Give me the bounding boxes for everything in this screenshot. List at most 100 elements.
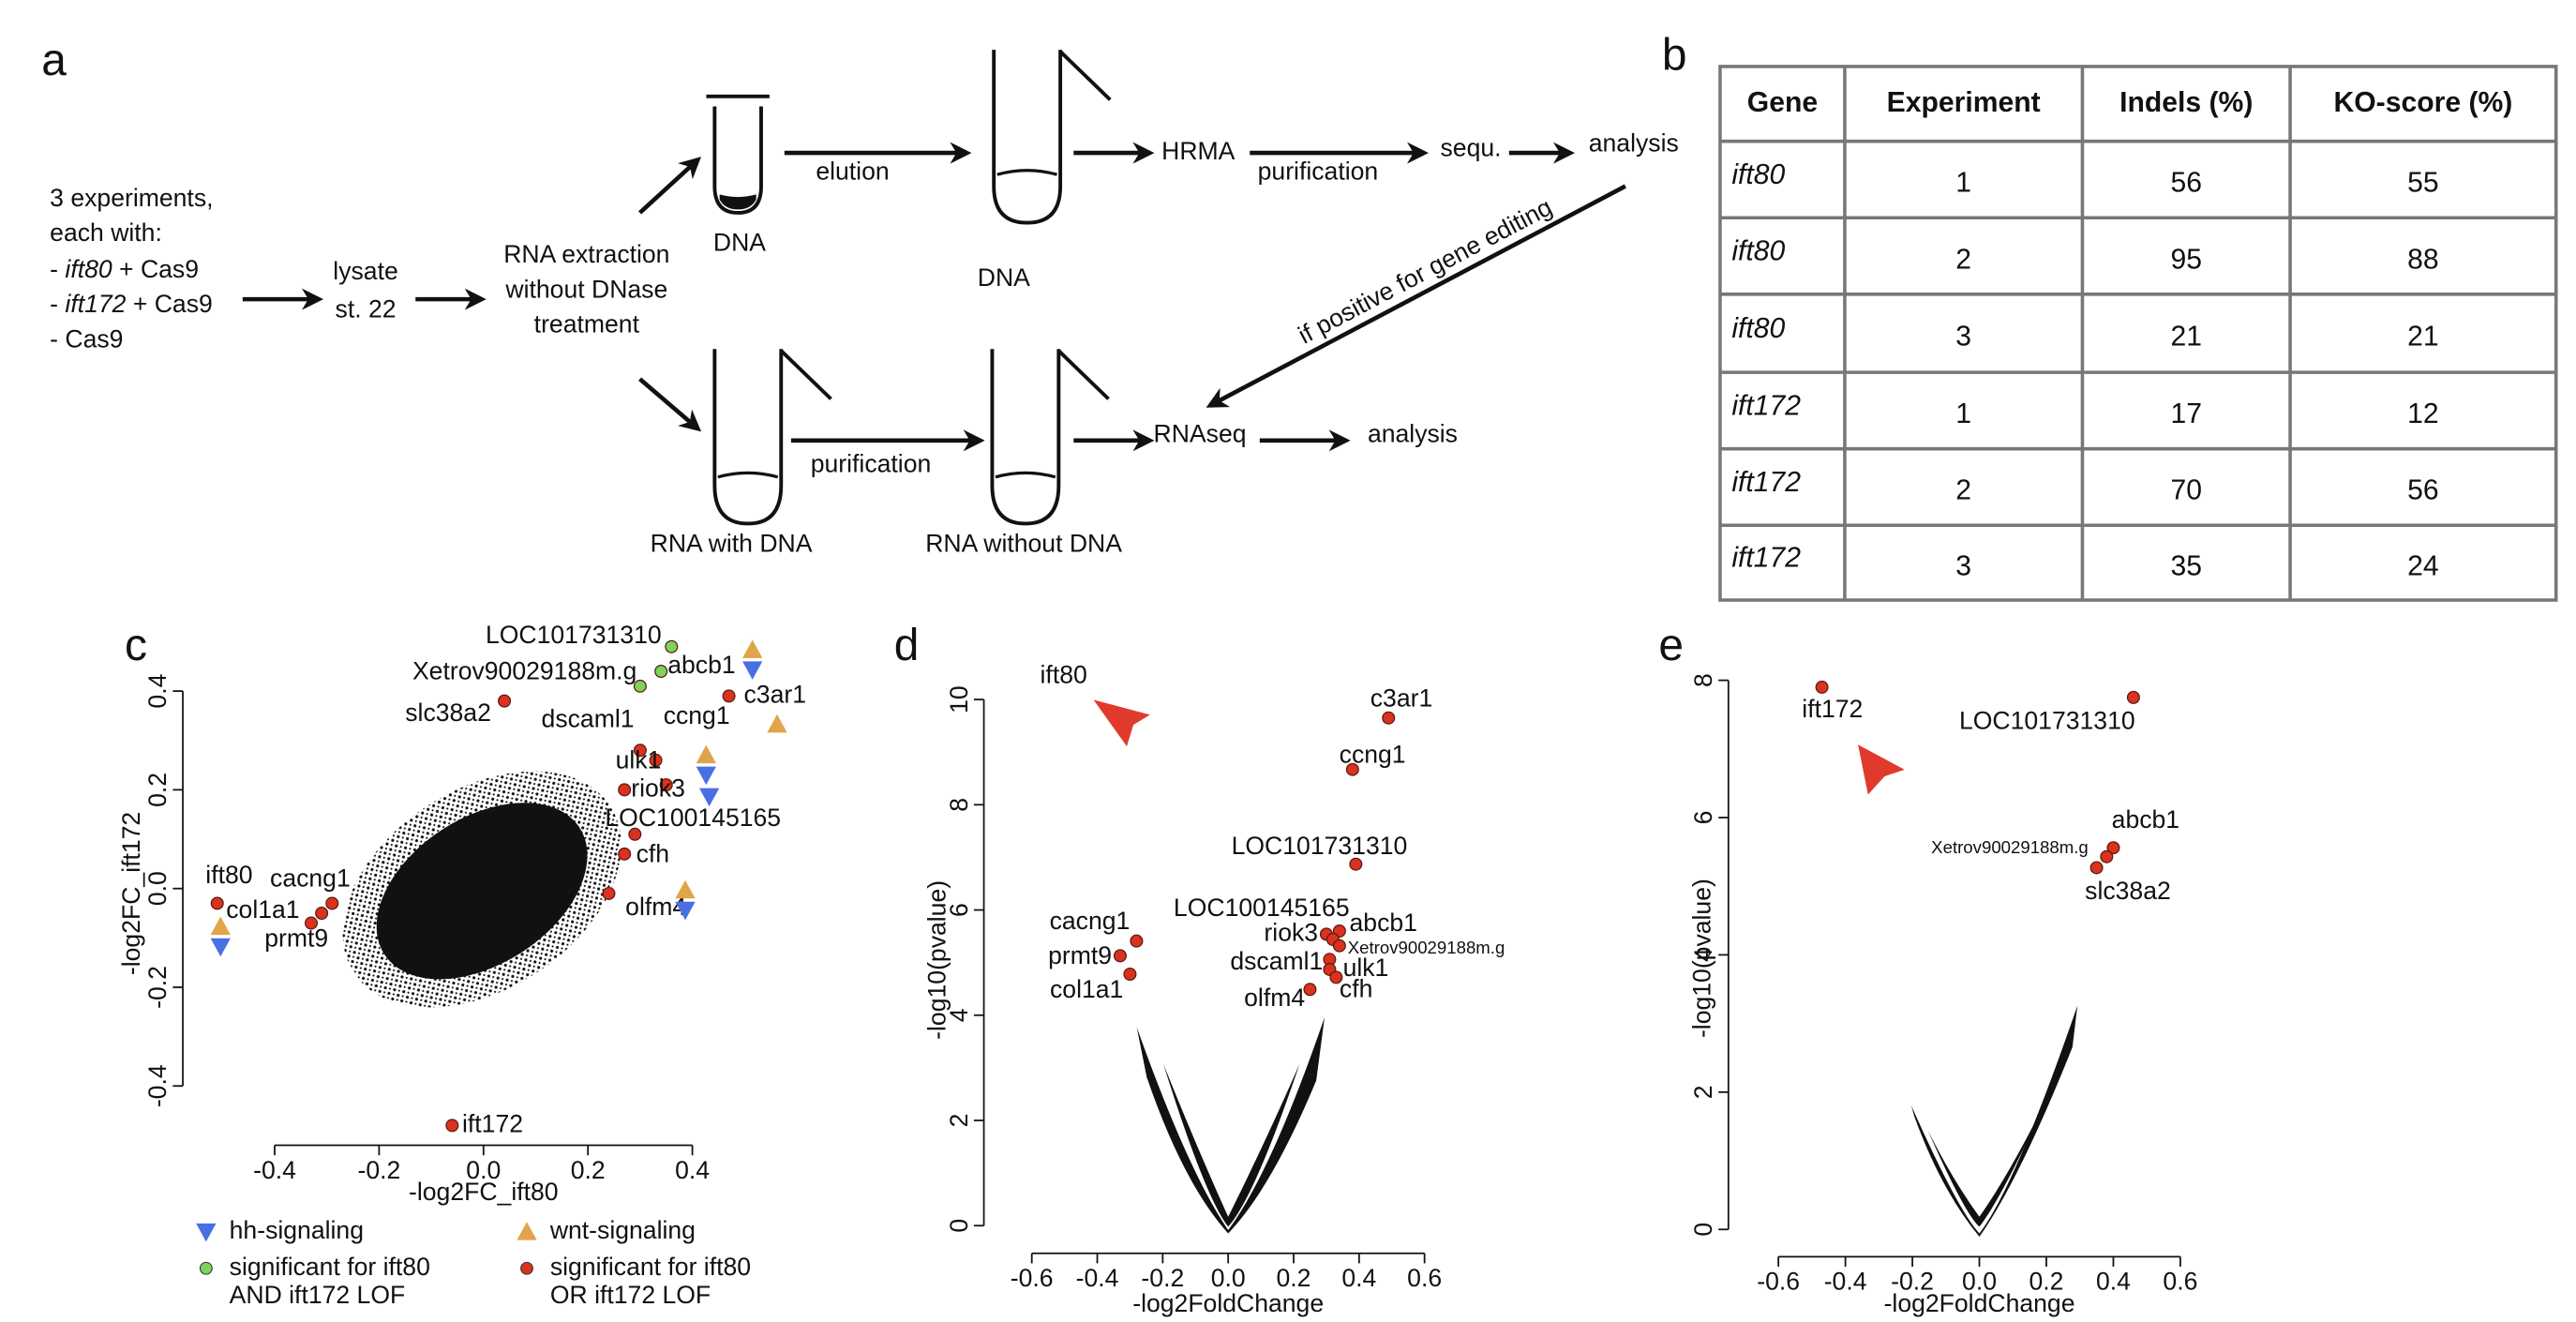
column-header: Indels (%): [2119, 87, 2253, 118]
x-tick-label: -0.4: [1076, 1264, 1119, 1292]
panel-label: d: [894, 621, 920, 670]
tube: [712, 106, 763, 215]
x-tick-label: -0.6: [1757, 1268, 1800, 1296]
x-tick-label: -0.4: [253, 1156, 296, 1184]
column-header: KO-score (%): [2333, 87, 2512, 118]
step-label: elution: [816, 157, 889, 185]
point: [633, 679, 647, 693]
point-label: Xetrov90029188m.g: [412, 657, 637, 685]
wnt-marker: [675, 879, 696, 899]
legend-label: wnt-signaling: [549, 1216, 696, 1244]
table-cell: 21: [2170, 322, 2202, 353]
point-label: LOC101731310: [1232, 832, 1408, 860]
legend-label: AND ift172 LOF: [230, 1281, 406, 1309]
condition-gene: ift172: [65, 290, 126, 318]
point: [2100, 849, 2114, 864]
point: [628, 827, 642, 841]
legend-label: hh-signaling: [230, 1216, 364, 1244]
legend-label: significant for ift80: [550, 1253, 751, 1281]
condition-suffix: + Cas9: [126, 290, 212, 318]
point-label: slc38a2: [405, 699, 491, 727]
table-cell: 1: [1955, 168, 1971, 199]
point: [2106, 841, 2120, 855]
arrow: [638, 377, 702, 432]
step-label: treatment: [534, 310, 640, 338]
point: [654, 665, 668, 679]
x-tick-label: 0.6: [1407, 1264, 1442, 1292]
point: [665, 639, 679, 653]
point-label: ccng1: [1340, 741, 1406, 769]
point: [602, 886, 616, 900]
point-label: dscaml1: [542, 704, 635, 732]
step-label: sequ.: [1441, 134, 1502, 162]
x-tick-label: 0.0: [1211, 1264, 1246, 1292]
step-label: HRMA: [1161, 137, 1236, 165]
gene-cell: ift80: [1731, 313, 1785, 344]
point-label: abcb1: [1350, 909, 1417, 937]
point-label: LOC101731310: [1959, 707, 2135, 735]
y-tick-label: 0: [945, 1219, 973, 1233]
condition-suffix: + Cas9: [112, 255, 199, 283]
point-label: cfh: [1340, 975, 1372, 1003]
x-tick-label: 0.4: [1341, 1264, 1376, 1292]
wnt-marker: [767, 714, 787, 733]
point: [618, 783, 632, 797]
y-tick-label: 2: [945, 1114, 973, 1128]
wnt-marker: [742, 639, 763, 658]
table-cell: 55: [2407, 168, 2439, 199]
table-cell: 24: [2407, 550, 2439, 581]
point: [649, 753, 663, 767]
x-tick-label: -0.2: [1891, 1268, 1934, 1296]
pointer-arrow: [1093, 699, 1150, 747]
legend-marker: [517, 1222, 537, 1240]
legend-marker: [199, 1261, 213, 1275]
x-tick-label: -0.4: [1824, 1268, 1867, 1296]
condition: - Cas9: [50, 324, 123, 353]
point-cloud: [1163, 1063, 1300, 1227]
workflow-diagram: 3 experiments, each with: - ift80 + Cas9…: [50, 50, 1679, 558]
tube: [712, 349, 784, 526]
point-label: cacng1: [1050, 907, 1131, 935]
feedback-label: if positive for gene editing: [1294, 192, 1557, 349]
liquid: [996, 169, 1057, 176]
point-label: cfh: [637, 840, 669, 868]
x-axis-title: -log2FoldChange: [1132, 1289, 1324, 1317]
column-header: Experiment: [1887, 87, 2041, 118]
point-cloud: [1927, 1097, 2048, 1227]
y-tick-label: 4: [1689, 948, 1717, 962]
gene-cell: ift172: [1731, 390, 1801, 421]
hh-marker: [698, 788, 720, 807]
point: [618, 847, 632, 861]
step-label: analysis: [1589, 128, 1679, 157]
point-label: ulk1: [616, 745, 662, 774]
point-label: col1a1: [226, 895, 299, 924]
x-axis-title: -log2FC_ift80: [409, 1178, 559, 1206]
arrow: [1206, 184, 1626, 408]
point-label: abcb1: [2112, 805, 2179, 834]
point: [1329, 970, 1343, 984]
point-label: prmt9: [264, 924, 328, 952]
condition: - ift80 + Cas9: [50, 255, 199, 283]
point-label: Xetrov90029188m.g: [1348, 938, 1505, 957]
tube-label: DNA: [978, 263, 1030, 292]
point: [1332, 939, 1346, 953]
condition-prefix: -: [50, 290, 65, 318]
x-tick-label: -0.2: [1141, 1264, 1184, 1292]
point: [1349, 857, 1363, 871]
table-cell: 56: [2170, 168, 2202, 199]
gene-cell: ift172: [1731, 467, 1801, 498]
arrow: [638, 157, 702, 215]
table-cell: 95: [2170, 244, 2202, 275]
table-cell: 88: [2407, 244, 2439, 275]
point: [1382, 711, 1396, 725]
point-label: c3ar1: [1370, 684, 1432, 712]
gene-cell: ift172: [1731, 543, 1801, 574]
step-label: RNAseq: [1154, 420, 1247, 448]
point: [304, 916, 318, 930]
table-cell: 17: [2170, 398, 2202, 429]
point: [315, 906, 329, 921]
point: [1815, 680, 1829, 694]
point: [498, 694, 512, 708]
step-label: purification: [1258, 157, 1379, 185]
x-tick-label: -0.2: [357, 1156, 400, 1184]
